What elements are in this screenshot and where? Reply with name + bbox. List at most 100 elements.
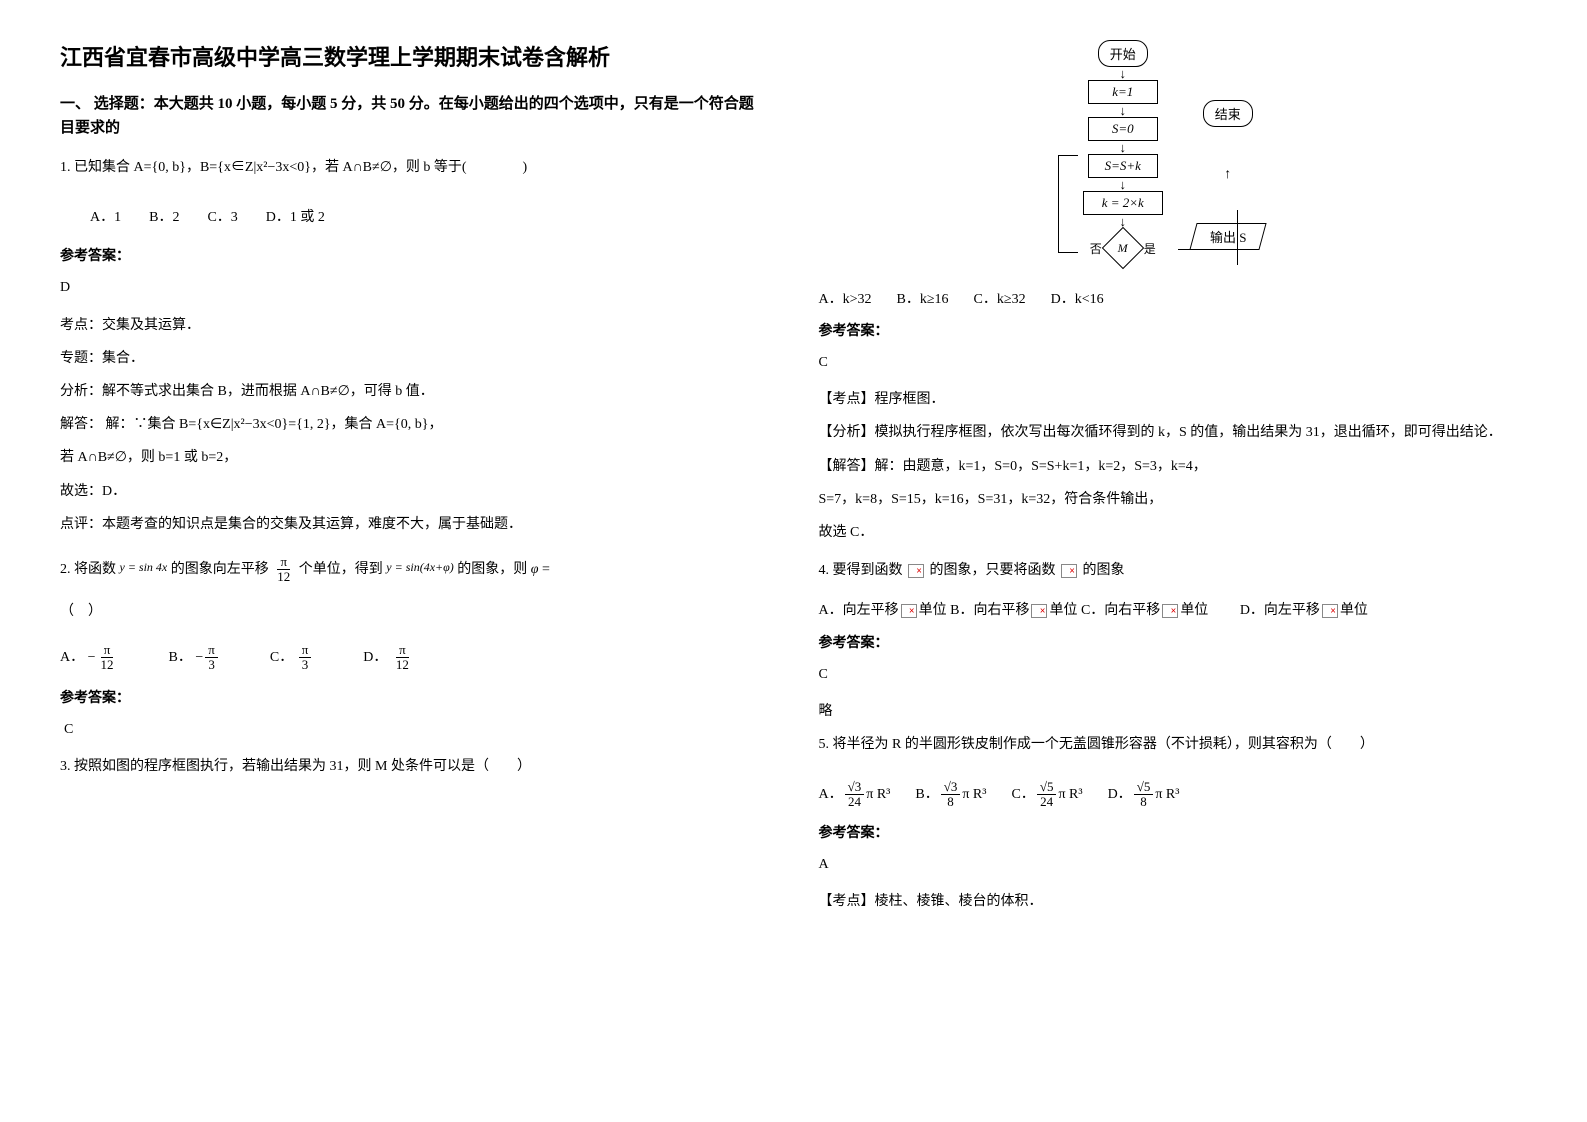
q3-l1: 【考点】程序框图． xyxy=(819,387,1528,412)
q1-text: 1. 已知集合 A={0, b}，B={x∈Z|x²−3x<0}，若 A∩B≠∅… xyxy=(60,155,769,180)
q3-text: 3. 按照如图的程序框图执行，若输出结果为 31，则 M 处条件可以是（ ） xyxy=(60,754,769,779)
d: 12 xyxy=(98,658,117,672)
q2-y2: y = sin(4x+φ) xyxy=(386,560,453,574)
fc-out-text: 输出 S xyxy=(1210,227,1246,246)
l: D． xyxy=(1108,787,1132,802)
q1-l2: 专题：集合． xyxy=(60,346,769,371)
q2-optB-label: B． xyxy=(169,650,192,665)
q3-answer: C xyxy=(819,350,1528,375)
fc-yes: 是 xyxy=(1144,240,1156,257)
q2-prefix: 2. 将函数 xyxy=(60,562,116,577)
q4-optA-suf: 单位 xyxy=(919,603,947,618)
q2-optC: C． π3 xyxy=(270,643,313,673)
n: π xyxy=(299,643,312,658)
r: π R³ xyxy=(1058,787,1082,802)
q5-optA: A．√324π R³ xyxy=(819,780,891,810)
q1-l1: 考点：交集及其运算． xyxy=(60,313,769,338)
q3-optC: C．k≥32 xyxy=(974,288,1026,308)
broken-image-icon xyxy=(1162,604,1178,618)
fc-k2: k = 2×k xyxy=(1083,191,1163,215)
q4-suffix: 的图象 xyxy=(1083,563,1125,578)
fc-k2-text: k = 2×k xyxy=(1102,195,1144,210)
fc-k1-text: k=1 xyxy=(1112,84,1133,99)
q4-optA-pre: A．向左平移 xyxy=(819,603,899,618)
fc-diamond: M xyxy=(1102,227,1144,269)
q4-text: 4. 要得到函数 的图象，只要将函数 的图象 xyxy=(819,558,1528,583)
fc-s0: S=0 xyxy=(1088,117,1158,141)
fc-output: 输出 S xyxy=(1189,223,1266,250)
n: √3 xyxy=(845,780,865,795)
r: π R³ xyxy=(962,787,986,802)
q4-mid: 的图象，只要将函数 xyxy=(930,563,1056,578)
arrow-icon: ↓ xyxy=(1120,104,1127,117)
q4-optD-suf: 单位 xyxy=(1340,603,1368,618)
q5-optB: B．√38π R³ xyxy=(915,780,986,810)
q5-l1: 【考点】棱柱、棱锥、棱台的体积． xyxy=(819,889,1528,914)
q1-options: A．1 B．2 C．3 D．1 或 2 xyxy=(90,205,769,230)
q2-optA-label: A． xyxy=(60,650,84,665)
fc-s0-text: S=0 xyxy=(1112,121,1134,136)
q1-l5: 若 A∩B≠∅，则 b=1 或 b=2， xyxy=(60,445,769,470)
fc-start: 开始 xyxy=(1098,40,1148,67)
q4-answer: C xyxy=(819,662,1528,687)
q4-optB-pre: B．向右平移 xyxy=(950,603,1029,618)
q5-options: A．√324π R³ B．√38π R³ C．√524π R³ D．√58π R… xyxy=(819,780,1528,810)
q2-y1: y = sin 4x xyxy=(120,560,168,574)
q2-optC-label: C． xyxy=(270,650,293,665)
d: 8 xyxy=(1137,795,1150,809)
q4-optB-suf: 单位 xyxy=(1049,603,1077,618)
r: π R³ xyxy=(1155,787,1179,802)
q2-options: A． −π12 B． −π3 C． π3 D． π12 xyxy=(60,643,769,673)
q1-answer: D xyxy=(60,275,769,300)
q2-answer-label: 参考答案： xyxy=(60,687,769,707)
broken-image-icon xyxy=(901,604,917,618)
q2-answer: C xyxy=(64,717,769,742)
den-12: 12 xyxy=(274,570,293,584)
fc-sk-text: S=S+k xyxy=(1105,158,1141,173)
q3-optB: B．k≥16 xyxy=(897,288,949,308)
l: B． xyxy=(915,787,938,802)
q3-l2: 【分析】模拟执行程序框图，依次写出每次循环得到的 k，S 的值，输出结果为 31… xyxy=(819,420,1528,445)
q2-mid2: 个单位，得到 xyxy=(299,562,383,577)
q2-frac1: π12 xyxy=(274,555,293,585)
loop-line xyxy=(1058,155,1078,253)
q3-l5: 故选 C． xyxy=(819,520,1528,545)
q3-optD: D．k<16 xyxy=(1051,288,1104,308)
n: π xyxy=(101,643,114,658)
arrow-icon: ↓ xyxy=(1120,178,1127,191)
q4-prefix: 4. 要得到函数 xyxy=(819,563,903,578)
d: 3 xyxy=(299,658,312,672)
q3-answer-label: 参考答案： xyxy=(819,320,1528,340)
q1-answer-label: 参考答案： xyxy=(60,245,769,265)
n: π xyxy=(205,643,218,658)
q2-optD-label: D． xyxy=(363,650,387,665)
q2-phi: φ xyxy=(531,562,539,577)
q2-text: 2. 将函数 y = sin 4x 的图象向左平移 π12 个单位，得到 y =… xyxy=(60,555,769,585)
broken-image-icon xyxy=(1322,604,1338,618)
fc-m: M xyxy=(1118,241,1128,256)
q2-paren: （ ） xyxy=(60,599,769,624)
q1-l4: 解答： 解：∵集合 B={x∈Z|x²−3x<0}={1, 2}，集合 A={0… xyxy=(60,412,769,437)
q2-optB: B． −π3 xyxy=(169,643,220,673)
d: 3 xyxy=(205,658,218,672)
d: 8 xyxy=(944,795,957,809)
right-column: 开始 ↓ k=1 ↓ S=0 ↓ S=S+k ↓ k = 2×k ↓ 否 M 是… xyxy=(819,40,1528,1082)
q5-optD: D．√58 π R³ xyxy=(1108,780,1180,810)
q4-optD-pre: D．向左平移 xyxy=(1240,603,1320,618)
broken-image-icon xyxy=(1061,564,1077,578)
broken-image-icon xyxy=(1031,604,1047,618)
n: √5 xyxy=(1134,780,1154,795)
q1-l3: 分析：解不等式求出集合 B，进而根据 A∩B≠∅，可得 b 值． xyxy=(60,379,769,404)
pi-num: π xyxy=(277,555,290,570)
q5-text: 5. 将半径为 R 的半圆形铁皮制作成一个无盖圆锥形容器（不计损耗），则其容积为… xyxy=(819,732,1528,757)
n: π xyxy=(396,643,409,658)
r: π R³ xyxy=(866,787,890,802)
page-title: 江西省宜春市高级中学高三数学理上学期期末试卷含解析 xyxy=(60,40,769,72)
q2-suffix: 的图象，则 xyxy=(457,562,527,577)
q5-answer-label: 参考答案： xyxy=(819,822,1528,842)
d: 24 xyxy=(1037,795,1056,809)
q5-answer: A xyxy=(819,852,1528,877)
yes-line xyxy=(1178,249,1238,250)
fc-sk: S=S+k xyxy=(1088,154,1158,178)
q5-optC: C．√524π R³ xyxy=(1011,780,1082,810)
